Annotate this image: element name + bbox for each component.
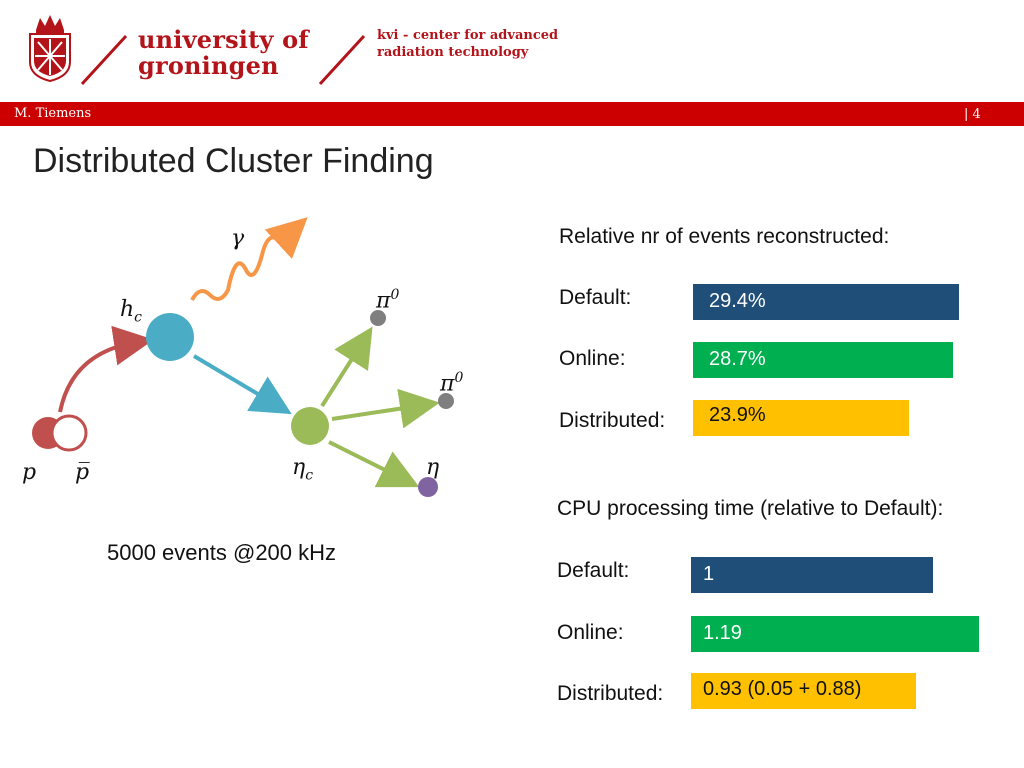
events-distributed-value: 23.9% [709,404,766,426]
eta-particle [418,477,438,497]
cpu-default-label: Default: [557,559,630,582]
arrow-etac-to-pi0-a [320,326,373,408]
cpu-distributed-bar: 0.93 (0.05 + 0.88) [691,673,916,709]
arrow-etac-to-pi0-b [331,388,440,429]
cpu-online-label: Online: [557,621,624,644]
antiproton-circle [50,414,88,452]
etac-particle [291,407,329,445]
etac-label: ηc [292,455,314,484]
divider-slash [318,34,366,86]
photon-arrow [264,217,308,259]
events-reconstructed-heading: Relative nr of events reconstructed: [559,225,890,248]
author-name: M. Tiemens [14,106,92,121]
particle-decay-diagram [32,217,454,497]
pi0-label-b: π0 [440,370,464,397]
hc-label: hc [120,297,143,326]
event-rate-caption: 5000 events @200 kHz [107,540,337,565]
page-number: | 4 [964,107,981,122]
hc-particle [146,313,194,361]
arrow-etac-to-eta [328,440,420,488]
divider-slash [80,34,128,86]
pi0-label-a: π0 [376,287,400,314]
cpu-default-bar: 1 [691,557,933,593]
cpu-online-value: 1.19 [703,622,742,644]
p-label: p [22,460,37,485]
cpu-distributed-label: Distributed: [557,682,664,705]
events-online-bar: 28.7% [693,342,953,378]
university-crest-logo [29,15,71,82]
events-distributed-bar: 23.9% [693,400,909,436]
university-name-line2: groningen [138,51,279,80]
events-distributed-label: Distributed: [559,409,666,432]
events-online-label: Online: [559,347,626,370]
gamma-label: γ [231,226,245,251]
arrow-pp-to-hc [58,325,154,413]
events-default-value: 29.4% [709,290,766,312]
cpu-online-bar: 1.19 [691,616,979,652]
eta-label: η [426,455,440,480]
university-name-line1: university of [138,25,309,54]
pi0-particle-a [370,310,386,326]
institute-name-line1: kvi - center for advanced [377,28,559,43]
events-default-bar: 29.4% [693,284,959,320]
pi0-particle-b [438,393,454,409]
events-default-label: Default: [559,286,632,309]
institute-name-line2: radiation technology [377,45,529,60]
events-online-value: 28.7% [709,348,766,370]
arrow-hc-to-etac [192,354,292,415]
header-bar [0,102,1024,126]
pbar-label: p̅ [75,460,90,485]
slide-title: Distributed Cluster Finding [33,142,434,180]
cpu-default-value: 1 [703,563,715,585]
cpu-time-heading: CPU processing time (relative to Default… [557,497,944,520]
cpu-distributed-value: 0.93 (0.05 + 0.88) [703,678,862,700]
